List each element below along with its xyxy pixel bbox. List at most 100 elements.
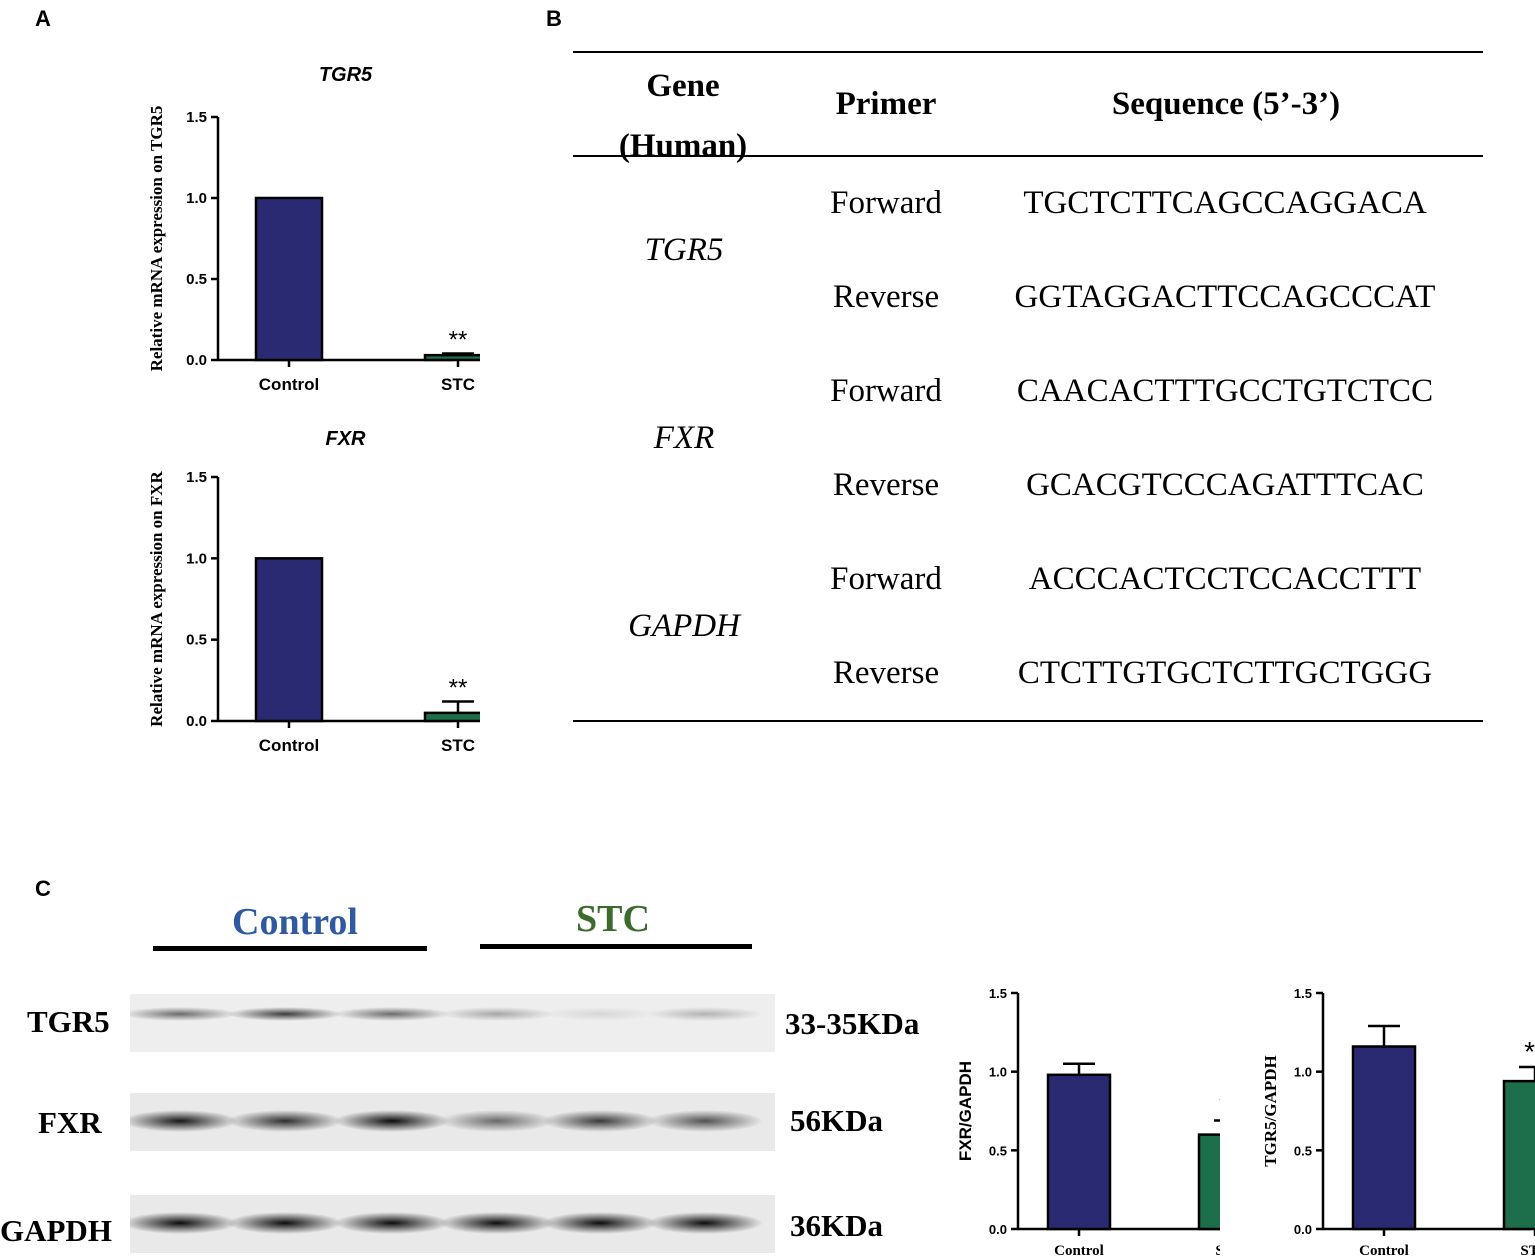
significance-marker: ** [449, 674, 468, 701]
gene-fxr: FXR [653, 420, 715, 456]
y-tick-label: 0.0 [1294, 1222, 1312, 1237]
fxr-mrna-chart: FXR Relative mRNA expression on FXR 0.0 0.5… [147, 428, 480, 755]
bar-stc [1197, 1133, 1220, 1231]
sequence-cell: CTCTTGTGCTCTTGCTGGG [1017, 655, 1433, 691]
blot-band [130, 1212, 238, 1234]
blot-band [334, 1007, 450, 1021]
y-tick-label: 0.5 [186, 271, 207, 288]
blot-band [647, 1007, 763, 1021]
panel-label-a: A [35, 6, 51, 31]
sequence-cell: GGTAGGACTTCCAGCCCAT [1014, 279, 1436, 315]
bar-control [1046, 1073, 1112, 1231]
blot-strip-fxr [130, 1093, 775, 1151]
chart-title: TGR5 [319, 64, 373, 86]
y-tick-label: 1.5 [989, 986, 1007, 1001]
y-tick-label: 0.0 [186, 713, 207, 730]
y-tick-label: 1.5 [1294, 986, 1312, 1001]
gene-tgr5: TGR5 [644, 232, 724, 268]
y-tick-label: 0.0 [989, 1222, 1007, 1237]
group-bar-stc [480, 944, 752, 949]
tgr5-mrna-chart: TGR5 Relative mRNA expression on TGR5 0.0 0… [147, 64, 480, 394]
primer-cell: Forward [830, 185, 942, 221]
primer-cell: Forward [830, 373, 942, 409]
blot-size-tgr5: 33-35KDa [785, 1006, 920, 1041]
blot-band [542, 1212, 658, 1234]
significance-marker: ** [449, 327, 468, 354]
blot-band [542, 1007, 658, 1021]
bar-stc [1502, 1079, 1535, 1231]
y-tick-label: 1.0 [186, 190, 207, 207]
y-tick-label: 1.0 [1294, 1065, 1312, 1080]
significance-marker: ** [1219, 1089, 1220, 1120]
blot-label-tgr5: TGR5 [27, 1004, 110, 1039]
blot-band [439, 1212, 555, 1234]
blot-band [227, 1212, 343, 1234]
bar-stc [423, 353, 480, 362]
category-label: Control [1359, 1243, 1409, 1258]
sequence-cell: TGCTCTTCAGCCAGGACA [1023, 185, 1427, 221]
category-label: STC [441, 375, 475, 394]
primer-cell: Reverse [832, 467, 940, 503]
y-axis-label: FXR/GAPDH [956, 1061, 975, 1161]
y-axis-label: Relative mRNA expression on FXR [147, 470, 166, 726]
header-sequence: Sequence (5’-3’) [1111, 86, 1341, 122]
header-primer: Primer [835, 86, 937, 122]
table-rule-top [573, 51, 1483, 53]
blot-band [227, 1110, 343, 1132]
y-tick-label: 1.0 [989, 1065, 1007, 1080]
header-gene: Gene (Human) [618, 68, 748, 164]
bar-stc [423, 711, 480, 723]
blot-band [647, 1212, 763, 1234]
blot-band [227, 1007, 343, 1021]
y-axis-label: TGR5/GAPDH [1261, 1055, 1280, 1166]
sequence-cell: ACCCACTCCTCCACCTTT [1028, 561, 1422, 597]
group-label-stc: STC [576, 898, 650, 940]
blot-strip-tgr5 [130, 994, 775, 1052]
y-tick-label: 1.0 [186, 550, 207, 567]
blot-band [130, 1110, 238, 1132]
table-rule-bottom [573, 720, 1483, 722]
blot-label-gapdh: GAPDH [0, 1213, 112, 1248]
category-label: STC [1520, 1243, 1535, 1258]
panel-label-c: C [35, 876, 51, 901]
y-tick-label: 0.5 [186, 632, 207, 649]
y-tick-label: 0.5 [989, 1143, 1007, 1158]
category-label: Control [259, 736, 319, 755]
blot-band [647, 1110, 763, 1132]
category-label: STC [441, 736, 475, 755]
blot-strip-gapdh [130, 1195, 775, 1253]
blot-size-fxr: 56KDa [790, 1103, 883, 1138]
y-tick-label: 0.0 [186, 352, 207, 369]
blot-label-fxr: FXR [38, 1105, 102, 1140]
y-tick-label: 1.5 [186, 469, 207, 486]
bar-control [254, 196, 324, 362]
category-label: Control [259, 375, 319, 394]
blot-band [334, 1212, 450, 1234]
blot-size-gapdh: 36KDa [790, 1208, 883, 1243]
chart-title: FXR [326, 428, 367, 450]
category-label: Control [1054, 1243, 1104, 1258]
y-axis-label: Relative mRNA expression on TGR5 [147, 106, 166, 372]
blot-background [130, 994, 775, 1052]
sequence-cell: CAACACTTTGCCTGTCTCC [1016, 373, 1434, 409]
sequence-cell: GCACGTCCCAGATTTCAC [1026, 467, 1424, 503]
y-tick-label: 1.5 [186, 109, 207, 126]
panel-label-b: B [546, 6, 562, 31]
category-label: STC [1215, 1243, 1220, 1258]
group-bar-control [153, 946, 427, 951]
blot-band [130, 1007, 238, 1021]
group-label-control: Control [232, 901, 358, 943]
gene-gapdh: GAPDH [628, 608, 740, 644]
blot-band [439, 1007, 555, 1021]
significance-marker: ** [1524, 1036, 1535, 1067]
primer-cell: Reverse [832, 655, 940, 691]
y-tick-label: 0.5 [1294, 1143, 1312, 1158]
table-rule-header [573, 155, 1483, 157]
blot-band [542, 1110, 658, 1132]
fxr-gapdh-chart: FXR/GAPDH 0.0 0.5 1.0 1.5 Control STC ** [956, 986, 1220, 1258]
bar-control [1351, 1045, 1417, 1231]
blot-band [334, 1110, 450, 1132]
primer-cell: Forward [830, 561, 942, 597]
blot-band [439, 1110, 555, 1132]
tgr5-gapdh-chart: TGR5/GAPDH 0.0 0.5 1.0 1.5 Control STC ** [1261, 986, 1535, 1258]
